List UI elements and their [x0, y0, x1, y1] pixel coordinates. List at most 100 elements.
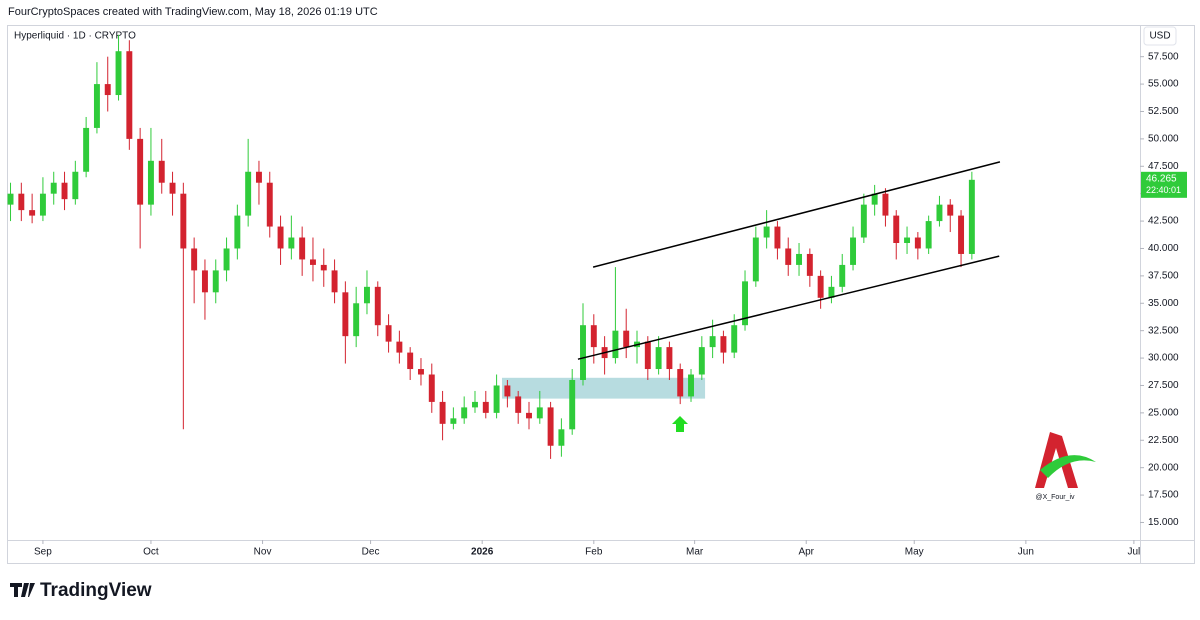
candle-body [677, 369, 684, 397]
candle-body [385, 325, 392, 342]
currency-box[interactable] [1143, 26, 1177, 46]
candle-body [201, 270, 208, 293]
candle-body [850, 237, 857, 265]
candle-body [547, 407, 554, 446]
candle-body [396, 341, 403, 353]
x-tick-label: 2026 [471, 547, 494, 558]
x-tick-label: Apr [798, 547, 814, 558]
candle-body [666, 347, 673, 370]
x-tick-label: Jul [1127, 547, 1140, 558]
candle-body [288, 237, 295, 249]
candle-body [234, 215, 241, 249]
y-tick-label: 30.000 [1148, 353, 1179, 364]
candle-body [7, 193, 14, 205]
y-tick-label: 37.500 [1148, 271, 1179, 282]
watermark-handle: @X_Four_iv [1035, 494, 1075, 501]
candle-body [353, 303, 360, 337]
candle-body [245, 171, 252, 216]
candle-body [515, 396, 522, 413]
candle-body [212, 270, 219, 293]
candle-body [936, 204, 943, 222]
candle-body [580, 325, 586, 380]
candle-body [893, 215, 900, 243]
candle-body [180, 193, 187, 249]
candle-body [752, 237, 759, 282]
last-price: 46.265 [1146, 173, 1177, 184]
candle-body [277, 226, 284, 249]
candle-body [655, 347, 662, 370]
candle-body [83, 127, 90, 172]
candle-body [731, 325, 738, 353]
candle-body [947, 204, 954, 216]
candle-body [461, 407, 468, 419]
y-tick-label: 22.500 [1148, 435, 1179, 446]
candle-body [169, 182, 176, 194]
candle-body [742, 281, 748, 326]
candle-body [709, 336, 716, 348]
candle-body [558, 429, 565, 446]
candle-body [158, 160, 165, 183]
y-tick-label: 35.000 [1148, 298, 1179, 309]
currency: USD [1149, 31, 1170, 42]
candle-body [104, 84, 111, 96]
candle-body [763, 226, 770, 238]
x-tick-label: Sep [34, 547, 52, 558]
candle-body [817, 275, 824, 298]
candle-body [860, 204, 867, 238]
candle-body [882, 193, 889, 216]
candle-body [806, 253, 813, 276]
y-tick-label: 42.500 [1148, 216, 1179, 227]
candle-body [61, 182, 68, 200]
countdown: 22:40:01 [1146, 185, 1181, 195]
footer-logo [10, 583, 35, 597]
x-tick-label: Feb [585, 547, 603, 558]
y-tick-label: 27.500 [1148, 380, 1179, 391]
candle-body [39, 193, 46, 216]
candle-body [320, 264, 327, 271]
x-tick-label: Nov [254, 547, 272, 558]
y-tick-label: 17.500 [1148, 490, 1179, 501]
candle-body [774, 226, 781, 249]
y-tick-label: 32.500 [1148, 325, 1179, 336]
candle-body [612, 330, 619, 359]
symbol: Hyperliquid · 1D · CRYPTO [14, 31, 136, 42]
candle-body [147, 160, 154, 205]
candle-body [839, 264, 846, 287]
candle-body [958, 215, 965, 254]
candle-body [93, 84, 100, 128]
candle-body [904, 237, 911, 243]
candle-body [374, 286, 381, 326]
candle-body [418, 369, 424, 375]
candle-body [115, 51, 122, 96]
candle-body [137, 138, 144, 205]
x-tick-label: Dec [362, 547, 380, 558]
y-tick-label: 15.000 [1148, 517, 1179, 528]
y-tick-label: 20.000 [1148, 462, 1179, 473]
x-tick-label: Jun [1018, 547, 1034, 558]
x-tick-label: Oct [143, 547, 159, 558]
candle-body [309, 259, 316, 265]
candle-body [266, 182, 273, 227]
arrow-up [672, 416, 688, 432]
price-tag [1141, 171, 1187, 198]
y-tick-label: 40.000 [1148, 243, 1179, 254]
candle-body [914, 237, 921, 249]
candle-body [828, 286, 835, 298]
candle-body [482, 401, 489, 413]
x-tick-label: Mar [686, 547, 704, 558]
candle-body [590, 325, 597, 348]
candle-body [785, 248, 792, 265]
y-tick-label: 47.500 [1148, 161, 1179, 172]
trendline [592, 161, 1001, 268]
candle-body [623, 330, 630, 348]
candle-body [688, 374, 694, 397]
y-tick-label: 52.500 [1148, 106, 1179, 117]
brand: TradingView [40, 580, 152, 601]
candle-body [569, 379, 576, 430]
y-tick-label: 57.500 [1148, 51, 1179, 62]
candle-body [29, 210, 36, 216]
candle-body [407, 352, 414, 370]
credit: FourCryptoSpaces created with TradingVie… [8, 6, 378, 18]
